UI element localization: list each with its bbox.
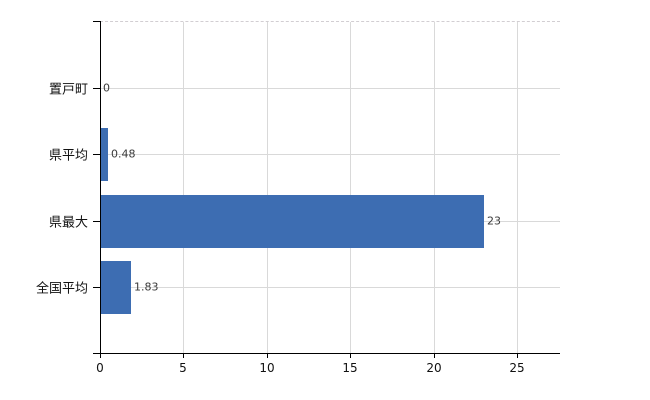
y-axis-tick [93, 88, 100, 89]
x-axis-tick [100, 353, 101, 358]
x-gridline [517, 22, 518, 353]
x-gridline [183, 22, 184, 353]
x-gridline [267, 22, 268, 353]
category-label: 県最大 [48, 215, 88, 231]
bar-value-label: 23 [487, 214, 501, 228]
y-axis-tick [93, 221, 100, 222]
x-gridline [434, 22, 435, 353]
y-gridline [100, 88, 560, 89]
bar [100, 127, 108, 181]
category-label: 全国平均 [35, 281, 88, 297]
bar [100, 194, 484, 248]
x-tick-label: 15 [342, 361, 358, 375]
x-tick-label: 5 [179, 361, 187, 375]
x-axis-line [93, 353, 560, 354]
y-axis-tick [93, 154, 100, 155]
x-axis-tick [350, 353, 351, 358]
x-axis-tick [517, 353, 518, 358]
plot-top-border [100, 21, 560, 22]
x-axis-tick [183, 353, 184, 358]
category-label: 置戸町 [48, 82, 88, 98]
x-axis-tick [267, 353, 268, 358]
x-tick-label: 10 [259, 361, 275, 375]
bar-value-label: 1.83 [134, 280, 159, 294]
category-label: 県平均 [48, 148, 88, 164]
x-tick-label: 0 [96, 361, 104, 375]
y-gridline [100, 154, 560, 155]
x-axis-tick [434, 353, 435, 358]
y-axis-top-tick [93, 21, 100, 22]
x-tick-label: 20 [426, 361, 442, 375]
y-axis-line [100, 21, 101, 353]
y-gridline [100, 287, 560, 288]
x-tick-label: 25 [509, 361, 525, 375]
bar-value-label: 0 [103, 81, 110, 95]
y-axis-tick [93, 287, 100, 288]
bar-value-label: 0.48 [111, 147, 136, 161]
bar [100, 260, 131, 314]
x-gridline [350, 22, 351, 353]
